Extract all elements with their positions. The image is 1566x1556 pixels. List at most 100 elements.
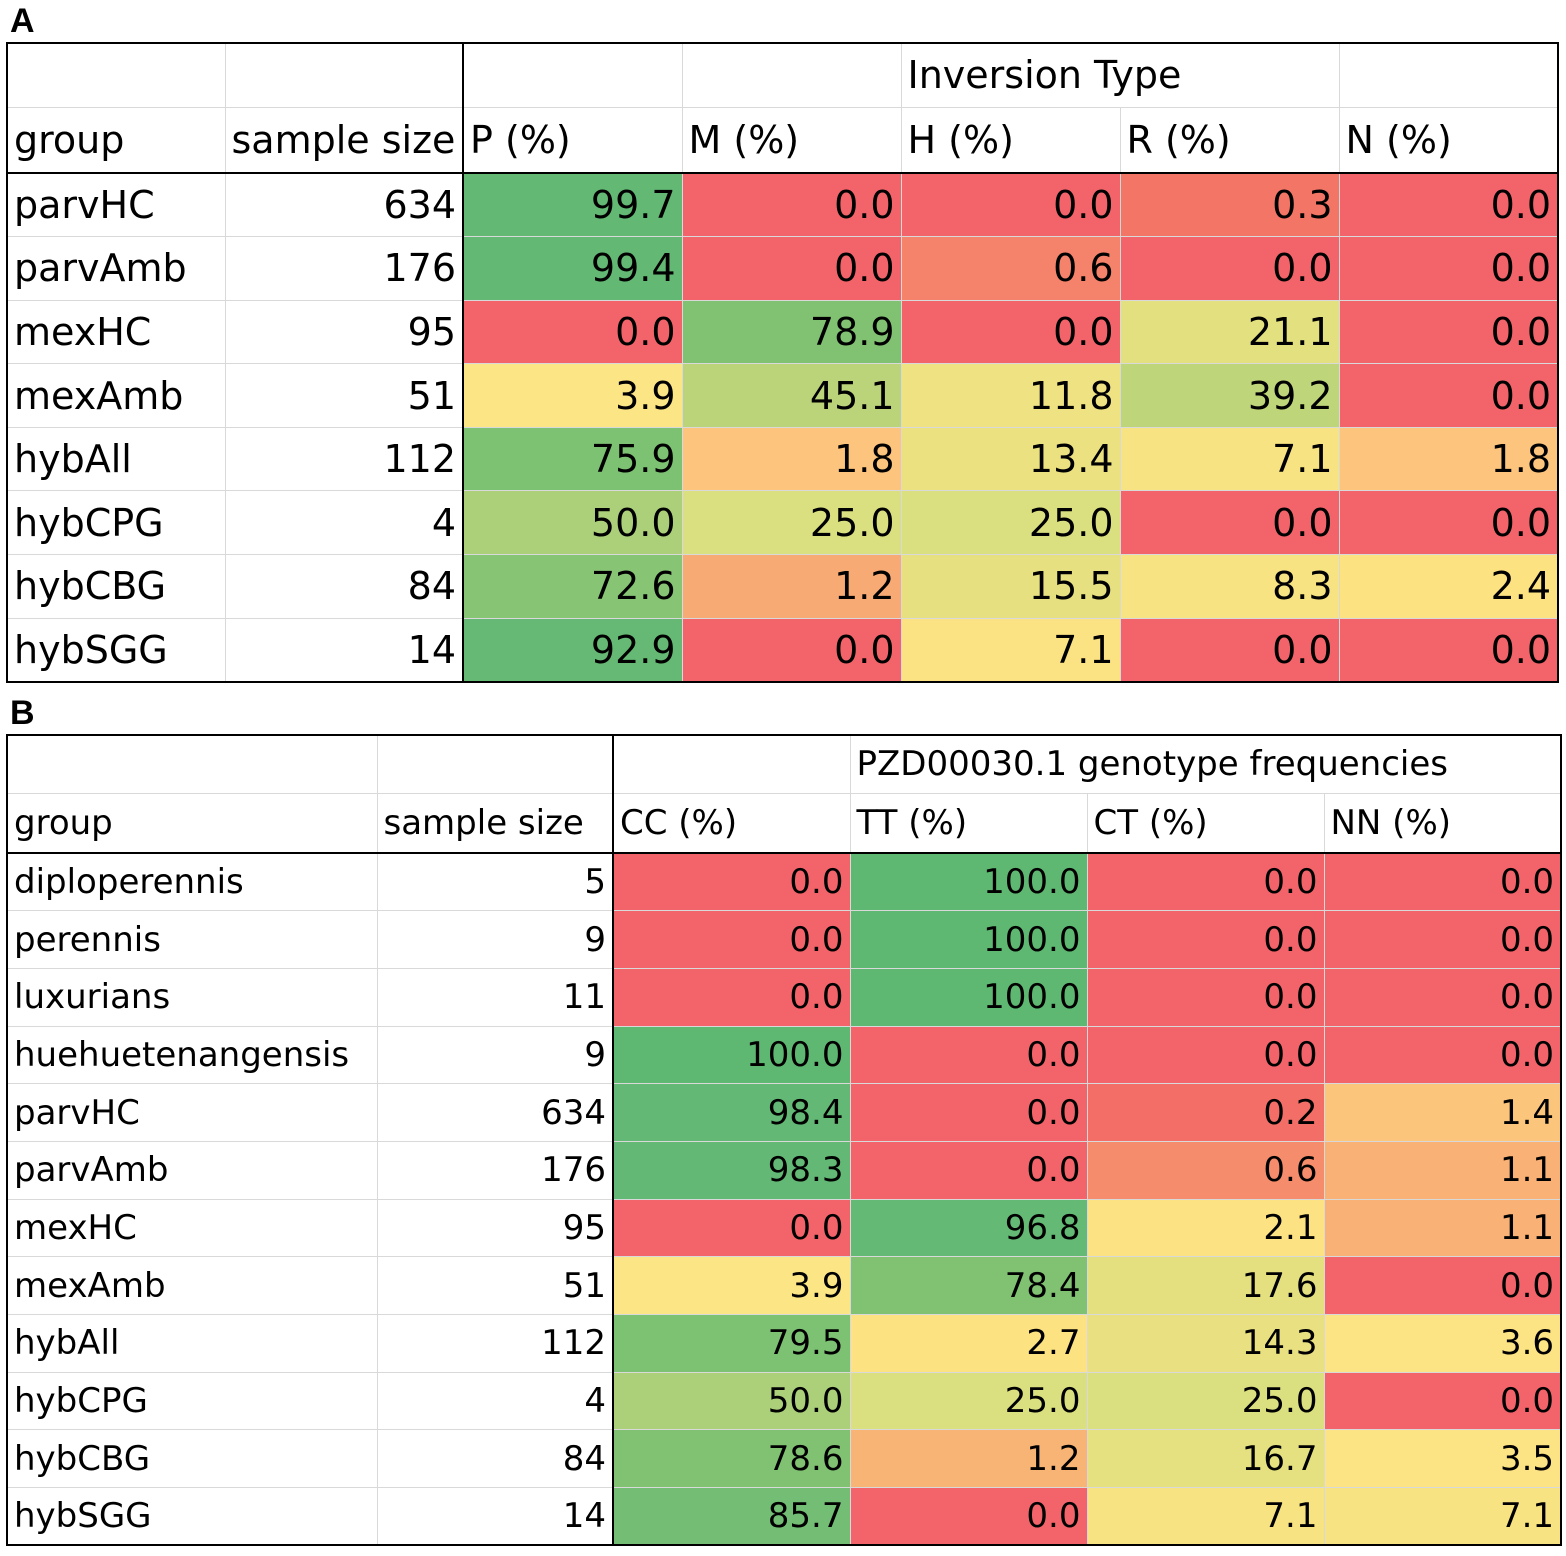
panel-label-a: A bbox=[10, 2, 35, 40]
value-cell: 1.2 bbox=[681, 554, 902, 619]
table-row: parvHC 634 99.7 0.0 0.0 0.3 0.0 bbox=[6, 172, 1559, 238]
table-row: hybSGG 14 85.7 0.0 7.1 7.1 bbox=[6, 1487, 1562, 1546]
value-cell: 0.0 bbox=[849, 1487, 1088, 1546]
sample-size-cell: 84 bbox=[224, 554, 464, 619]
group-cell: hybCPG bbox=[6, 1371, 378, 1431]
panel-label-b: B bbox=[10, 694, 35, 732]
table-row: hybAll 112 79.5 2.7 14.3 3.6 bbox=[6, 1314, 1562, 1373]
value-cell: 25.0 bbox=[681, 490, 902, 556]
sample-size-cell: 84 bbox=[376, 1429, 614, 1489]
value-cell: 0.0 bbox=[900, 172, 1121, 238]
table-row: hybCBG 84 78.6 1.2 16.7 3.5 bbox=[6, 1429, 1562, 1489]
value-cell: 79.5 bbox=[612, 1314, 851, 1373]
value-cell: 0.2 bbox=[1086, 1083, 1325, 1142]
value-cell: 0.0 bbox=[681, 172, 902, 238]
value-cell: 78.4 bbox=[849, 1256, 1088, 1315]
value-cell: 0.0 bbox=[1323, 1256, 1562, 1315]
column-header: R (%) bbox=[1119, 106, 1340, 174]
value-cell: 45.1 bbox=[681, 363, 902, 428]
group-cell: hybCPG bbox=[6, 490, 226, 556]
empty-cell bbox=[224, 42, 464, 108]
value-cell: 98.4 bbox=[612, 1083, 851, 1142]
value-cell: 0.6 bbox=[900, 236, 1121, 301]
value-cell: 78.6 bbox=[612, 1429, 851, 1489]
inversion-type-table: Inversion Type group sample size P (%) M… bbox=[6, 42, 1559, 683]
value-cell: 50.0 bbox=[462, 490, 683, 556]
empty-cell bbox=[376, 734, 614, 794]
group-cell: luxurians bbox=[6, 967, 378, 1027]
value-cell: 25.0 bbox=[1086, 1371, 1325, 1431]
group-cell: parvHC bbox=[6, 172, 226, 238]
value-cell: 7.1 bbox=[1086, 1487, 1325, 1546]
value-cell: 2.7 bbox=[849, 1314, 1088, 1373]
table-row: mexHC 95 0.0 96.8 2.1 1.1 bbox=[6, 1198, 1562, 1258]
column-header: sample size bbox=[224, 106, 464, 174]
table-row: mexAmb 51 3.9 78.4 17.6 0.0 bbox=[6, 1256, 1562, 1315]
value-cell: 75.9 bbox=[462, 426, 683, 492]
group-cell: parvAmb bbox=[6, 1140, 378, 1200]
value-cell: 3.9 bbox=[462, 363, 683, 428]
table-row: diploperennis 5 0.0 100.0 0.0 0.0 bbox=[6, 852, 1562, 912]
value-cell: 0.0 bbox=[849, 1140, 1088, 1200]
value-cell: 25.0 bbox=[900, 490, 1121, 556]
group-cell: parvAmb bbox=[6, 236, 226, 301]
column-header: H (%) bbox=[900, 106, 1121, 174]
table-title-row: PZD00030.1 genotype frequencies bbox=[6, 734, 1562, 794]
table-row: hybSGG 14 92.9 0.0 7.1 0.0 0.0 bbox=[6, 617, 1559, 683]
sample-size-cell: 112 bbox=[224, 426, 464, 492]
table-row: huehuetenangensis 9 100.0 0.0 0.0 0.0 bbox=[6, 1025, 1562, 1085]
table-row: perennis 9 0.0 100.0 0.0 0.0 bbox=[6, 910, 1562, 969]
table-row: luxurians 11 0.0 100.0 0.0 0.0 bbox=[6, 967, 1562, 1027]
value-cell: 100.0 bbox=[849, 852, 1088, 912]
value-cell: 14.3 bbox=[1086, 1314, 1325, 1373]
table-row: parvAmb 176 99.4 0.0 0.6 0.0 0.0 bbox=[6, 236, 1559, 301]
value-cell: 98.3 bbox=[612, 1140, 851, 1200]
sample-size-cell: 11 bbox=[376, 967, 614, 1027]
column-header: group bbox=[6, 792, 378, 854]
value-cell: 15.5 bbox=[900, 554, 1121, 619]
table-row: hybCPG 4 50.0 25.0 25.0 0.0 bbox=[6, 1371, 1562, 1431]
value-cell: 16.7 bbox=[1086, 1429, 1325, 1489]
empty-cell bbox=[6, 42, 226, 108]
value-cell: 0.0 bbox=[1086, 1025, 1325, 1085]
table-row: hybCPG 4 50.0 25.0 25.0 0.0 0.0 bbox=[6, 490, 1559, 556]
value-cell: 0.0 bbox=[1323, 1025, 1562, 1085]
table-row: mexHC 95 0.0 78.9 0.0 21.1 0.0 bbox=[6, 299, 1559, 365]
value-cell: 8.3 bbox=[1119, 554, 1340, 619]
column-header-row: group sample size P (%) M (%) H (%) R (%… bbox=[6, 106, 1559, 174]
column-header: CT (%) bbox=[1086, 792, 1325, 854]
sample-size-cell: 5 bbox=[376, 852, 614, 912]
value-cell: 0.0 bbox=[1338, 299, 1559, 365]
inversion-table-body: Inversion Type group sample size P (%) M… bbox=[6, 42, 1559, 683]
value-cell: 25.0 bbox=[849, 1371, 1088, 1431]
empty-cell bbox=[462, 42, 683, 108]
value-cell: 0.0 bbox=[1338, 236, 1559, 301]
value-cell: 1.1 bbox=[1323, 1140, 1562, 1200]
genotype-frequency-table: PZD00030.1 genotype frequencies group sa… bbox=[6, 734, 1563, 1547]
group-cell: parvHC bbox=[6, 1083, 378, 1142]
value-cell: 0.6 bbox=[1086, 1140, 1325, 1200]
table-row: mexAmb 51 3.9 45.1 11.8 39.2 0.0 bbox=[6, 363, 1559, 428]
value-cell: 0.0 bbox=[612, 852, 851, 912]
value-cell: 0.0 bbox=[849, 1083, 1088, 1142]
value-cell: 0.0 bbox=[1323, 1371, 1562, 1431]
value-cell: 1.8 bbox=[1338, 426, 1559, 492]
genotype-table-body: PZD00030.1 genotype frequencies group sa… bbox=[6, 734, 1562, 1546]
value-cell: 0.0 bbox=[1338, 617, 1559, 683]
table-title: Inversion Type bbox=[900, 42, 1340, 108]
group-cell: perennis bbox=[6, 910, 378, 969]
group-cell: huehuetenangensis bbox=[6, 1025, 378, 1085]
value-cell: 85.7 bbox=[612, 1487, 851, 1546]
sample-size-cell: 51 bbox=[224, 363, 464, 428]
sample-size-cell: 95 bbox=[224, 299, 464, 365]
value-cell: 13.4 bbox=[900, 426, 1121, 492]
group-cell: hybCBG bbox=[6, 554, 226, 619]
group-cell: hybSGG bbox=[6, 617, 226, 683]
column-header: group bbox=[6, 106, 226, 174]
value-cell: 0.0 bbox=[1119, 617, 1340, 683]
value-cell: 17.6 bbox=[1086, 1256, 1325, 1315]
value-cell: 2.4 bbox=[1338, 554, 1559, 619]
group-cell: diploperennis bbox=[6, 852, 378, 912]
sample-size-cell: 4 bbox=[224, 490, 464, 556]
group-cell: mexHC bbox=[6, 1198, 378, 1258]
